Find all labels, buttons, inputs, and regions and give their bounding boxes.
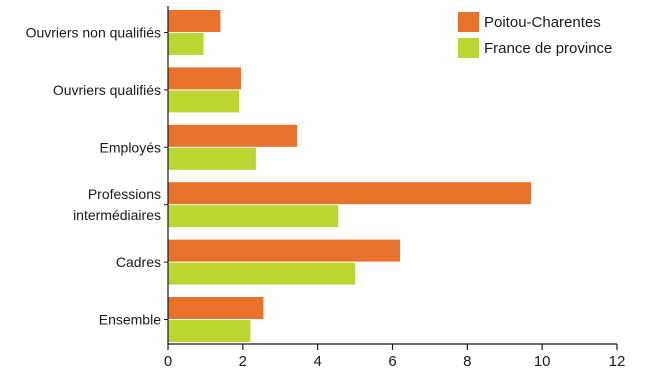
category-label-line: Employés bbox=[100, 139, 161, 155]
category-label-line: Ouvriers qualifiés bbox=[53, 82, 161, 98]
bar-series2-4 bbox=[168, 262, 356, 285]
bar-series2-5 bbox=[168, 320, 251, 342]
bars-group bbox=[168, 10, 531, 342]
bar-series2-2 bbox=[168, 147, 256, 170]
bar-series2-1 bbox=[168, 90, 240, 113]
legend: Poitou-Charentes France de province bbox=[458, 12, 612, 58]
x-tick-label-5: 10 bbox=[534, 353, 551, 370]
bar-series1-1 bbox=[168, 67, 241, 90]
category-labels-group: Ouvriers non qualifiés Ouvriers qualifiés… bbox=[26, 25, 162, 328]
legend-swatch-0 bbox=[458, 12, 479, 32]
bar-series1-4 bbox=[168, 239, 400, 262]
x-tick-label-1: 2 bbox=[239, 353, 247, 370]
category-label-line: Ouvriers non qualifiés bbox=[26, 25, 161, 41]
bar-series1-0 bbox=[168, 10, 221, 32]
category-label-0: Ouvriers non qualifiés bbox=[26, 25, 161, 41]
legend-label-1: France de province bbox=[484, 40, 612, 57]
category-label-line: Cadres bbox=[116, 254, 161, 270]
bar-series1-2 bbox=[168, 124, 298, 147]
bar-series1-5 bbox=[168, 297, 264, 319]
category-label-1: Ouvriers qualifiés bbox=[53, 82, 161, 98]
legend-label-0: Poitou-Charentes bbox=[484, 14, 601, 31]
x-tick-label-6: 12 bbox=[609, 353, 626, 370]
category-label-line: Ensemble bbox=[99, 312, 161, 328]
category-label-2: Employés bbox=[100, 139, 161, 155]
category-label-line: Professions bbox=[88, 186, 161, 202]
x-tick-label-2: 4 bbox=[313, 353, 321, 370]
category-label-5: Ensemble bbox=[99, 312, 161, 328]
axes-group: 0 2 4 6 8 10 12 bbox=[164, 6, 626, 370]
category-label-line: intermédiaires bbox=[73, 207, 161, 223]
bar-series2-3 bbox=[168, 205, 339, 228]
x-tick-label-4: 8 bbox=[463, 353, 471, 370]
bar-series2-0 bbox=[168, 33, 204, 55]
category-label-4: Cadres bbox=[116, 254, 161, 270]
bar-series1-3 bbox=[168, 182, 531, 205]
x-tick-label-0: 0 bbox=[164, 353, 172, 370]
category-label-3: Professions intermédiaires bbox=[73, 186, 161, 223]
legend-swatch-1 bbox=[458, 38, 479, 58]
x-tick-label-3: 6 bbox=[388, 353, 396, 370]
